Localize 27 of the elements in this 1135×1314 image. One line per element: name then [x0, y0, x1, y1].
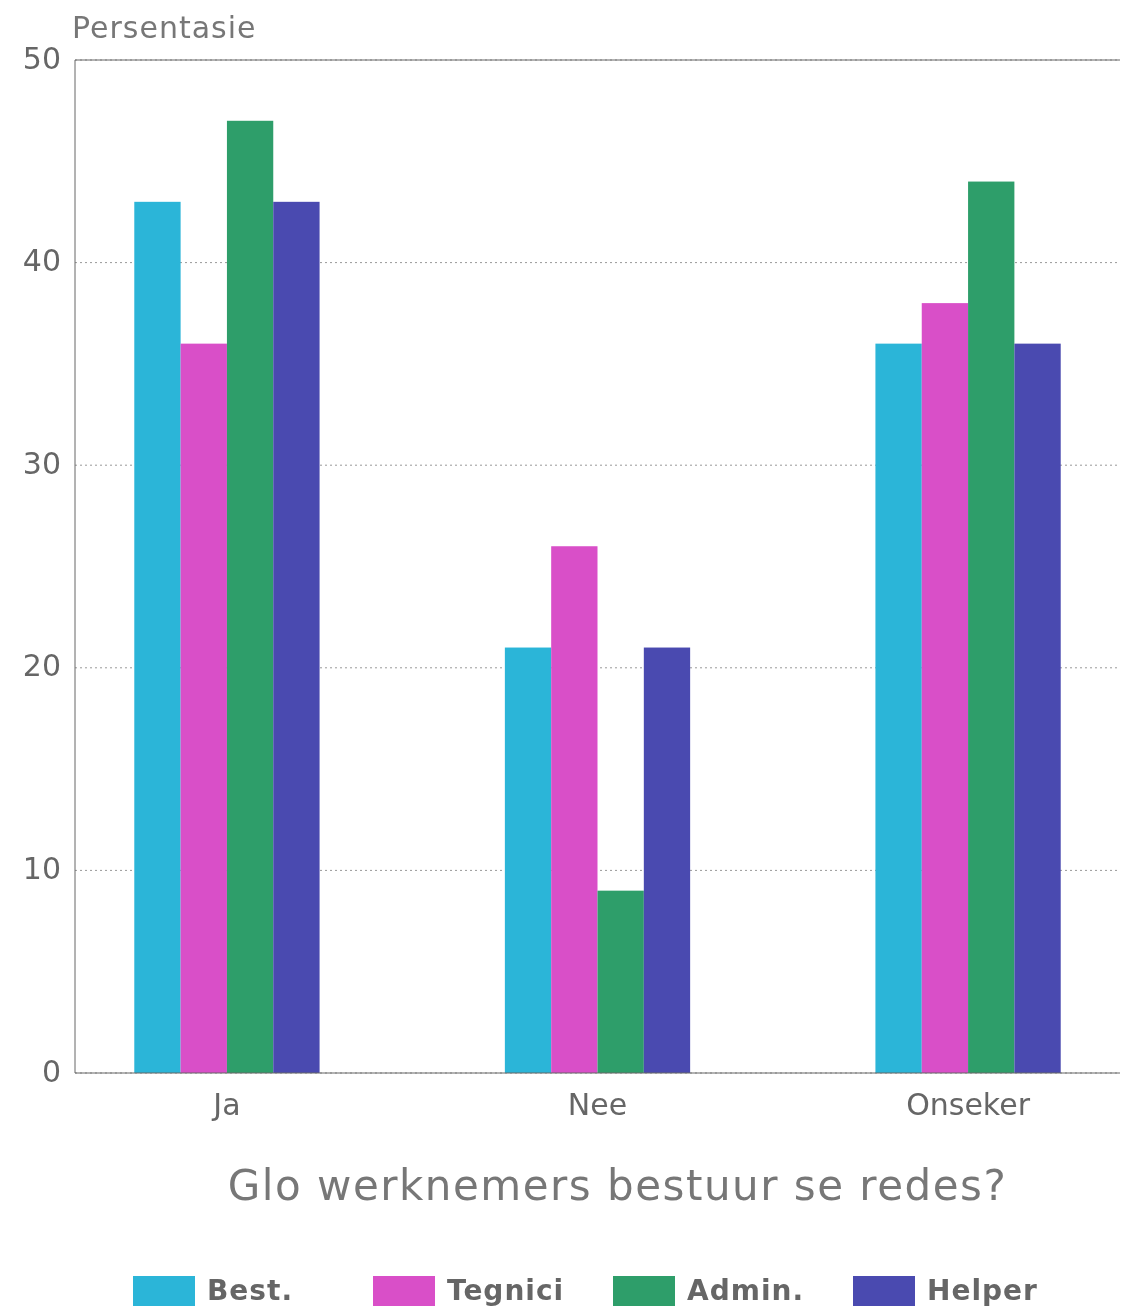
bar — [643, 647, 691, 1073]
bar — [968, 181, 1015, 1073]
y-tick-label: 10 — [22, 850, 61, 886]
x-tick-label: Ja — [211, 1087, 241, 1122]
legend-label: Best. — [207, 1274, 294, 1307]
y-tick-label: 20 — [22, 648, 61, 684]
x-tick-label: Onseker — [906, 1087, 1031, 1122]
bar — [134, 201, 181, 1073]
y-axis-title: Persentasie — [72, 10, 257, 45]
x-tick-label: Nee — [567, 1087, 628, 1122]
bar — [180, 343, 227, 1073]
bar — [273, 201, 320, 1073]
bar — [875, 343, 922, 1073]
y-tick-label: 0 — [41, 1053, 61, 1089]
bar — [1014, 343, 1061, 1073]
legend-label: Admin. — [687, 1274, 805, 1307]
x-axis-title: Glo werknemers bestuur se redes? — [227, 1161, 1008, 1210]
bar — [597, 890, 644, 1073]
y-tick-label: 30 — [22, 445, 61, 481]
legend-label: Tegnici — [447, 1274, 565, 1307]
bar — [504, 647, 552, 1073]
y-tick-label: 40 — [22, 243, 61, 279]
bar — [921, 303, 969, 1073]
legend-label: Helper — [927, 1274, 1038, 1307]
bar — [551, 546, 598, 1073]
bar — [226, 120, 274, 1073]
y-tick-label: 50 — [22, 40, 61, 76]
